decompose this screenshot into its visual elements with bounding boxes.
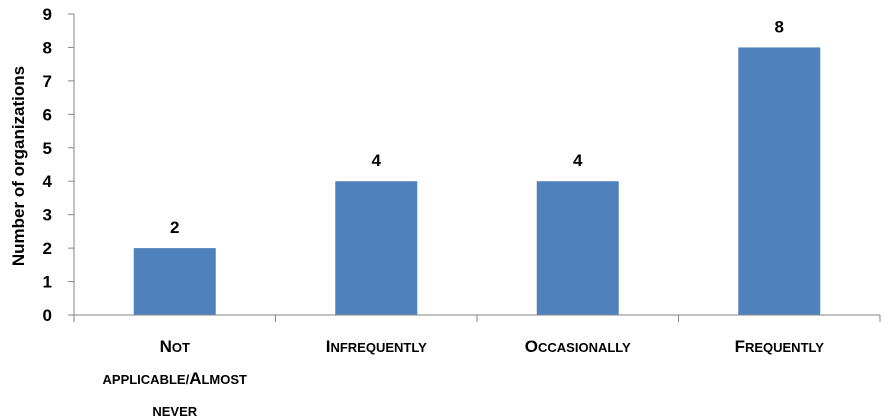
y-tick-label: 5	[43, 139, 52, 158]
x-category-label-line: NEVER	[152, 404, 197, 418]
x-category-label: OCCASIONALLY	[525, 337, 631, 356]
y-axis-title: Number of organizations	[9, 66, 28, 266]
bars: 2 4 4 8	[133, 17, 821, 315]
x-category-label-line: APPLICABLE/ALMOST	[103, 369, 248, 388]
y-tick-label: 3	[43, 206, 52, 225]
y-tick-label: 4	[43, 172, 53, 191]
y-tick-label: 8	[43, 38, 52, 57]
bar	[335, 181, 418, 315]
bar-value-label: 4	[372, 151, 382, 170]
y-tick-label: 9	[43, 5, 52, 24]
bar-value-label: 2	[170, 218, 179, 237]
x-category-label: FREQUENTLY	[735, 337, 825, 356]
bar-value-label: 4	[573, 151, 583, 170]
y-tick-label: 1	[43, 273, 52, 292]
y-tick-label: 0	[43, 306, 52, 325]
y-tick-label: 2	[43, 239, 52, 258]
x-category-label: NOT APPLICABLE/ALMOST NEVER	[103, 337, 248, 418]
y-tick-label: 6	[43, 105, 52, 124]
x-category-label-line: FREQUENTLY	[735, 337, 825, 356]
y-tick-label: 7	[43, 72, 52, 91]
bar	[133, 248, 216, 315]
bar	[536, 181, 619, 315]
x-category-label-line: INFREQUENTLY	[326, 337, 427, 356]
bar	[738, 47, 821, 315]
x-category-label: INFREQUENTLY	[326, 337, 427, 356]
y-axis: 0 1 2 3 4 5 6 7 8 9	[43, 5, 75, 325]
bar-value-label: 8	[775, 17, 784, 36]
x-category-label-line: NOT	[160, 337, 190, 356]
x-axis: NOT APPLICABLE/ALMOST NEVER INFREQUENTLY OCC…	[73, 314, 881, 418]
x-category-label-line: OCCASIONALLY	[525, 337, 631, 356]
